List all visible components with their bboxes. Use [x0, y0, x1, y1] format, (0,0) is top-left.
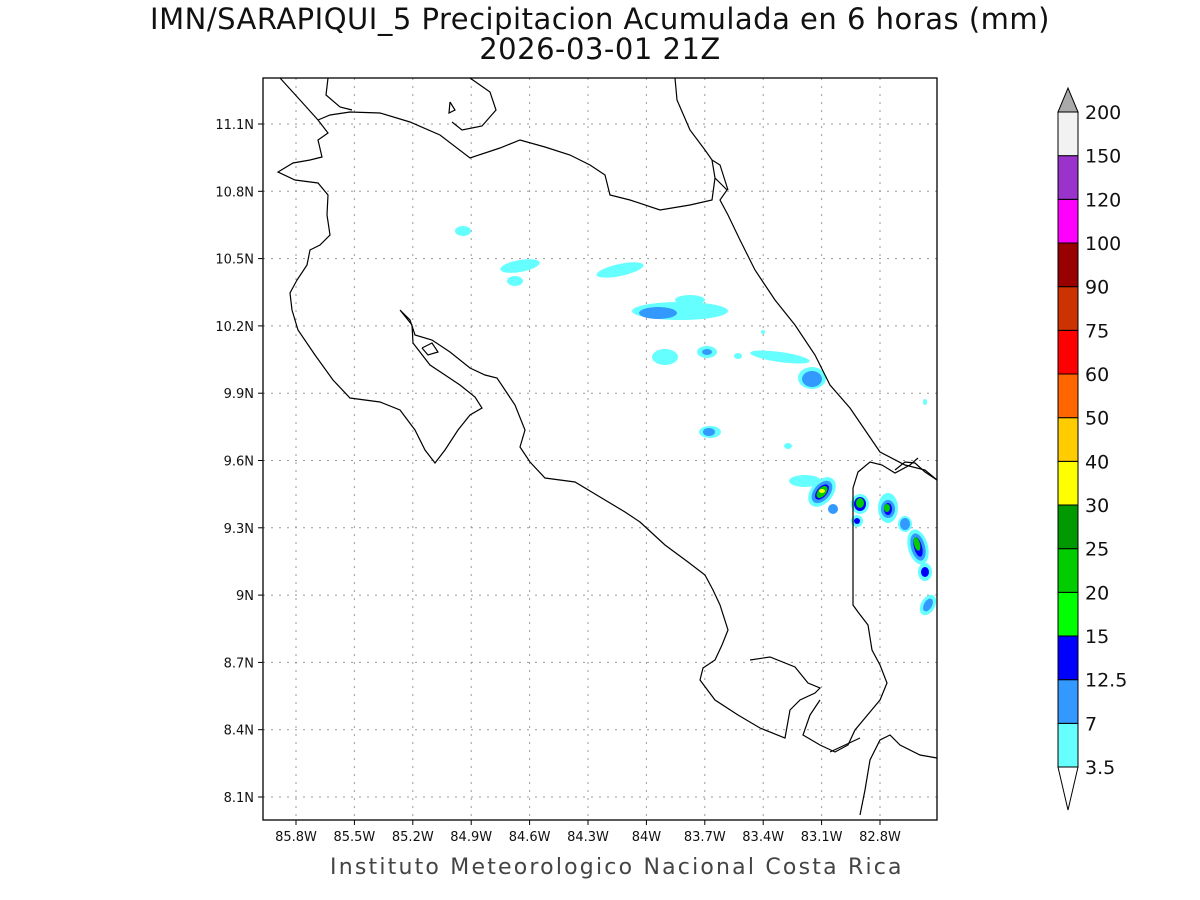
- colorbar-swatch: [1057, 155, 1079, 200]
- lat-tick-label: 8.4N: [224, 724, 254, 739]
- map-title: IMN/SARAPIQUI_5 Precipitacion Acumulada …: [150, 2, 1050, 36]
- colorbar-swatch: [1057, 111, 1079, 157]
- colorbar-swatch: [1057, 373, 1079, 419]
- colorbar-level-label: 30: [1085, 495, 1109, 517]
- colorbar-swatch: [1057, 679, 1079, 724]
- colorbar-level-label: 150: [1085, 146, 1121, 168]
- lon-tick-label: 85.5W: [333, 830, 375, 845]
- colorbar-level-label: 50: [1085, 408, 1109, 430]
- lon-tick-label: 84W: [632, 830, 662, 845]
- colorbar-swatch: [1057, 242, 1079, 288]
- lat-tick-label: 8.1N: [224, 791, 254, 806]
- colorbar-level-label: 75: [1085, 320, 1109, 342]
- colorbar-level-label: 20: [1085, 582, 1109, 604]
- colorbar-level-label: 15: [1085, 626, 1109, 648]
- colorbar-level-label: 200: [1085, 102, 1121, 124]
- colorbar-swatch: [1057, 460, 1079, 506]
- coastlines-and-borders: [276, 77, 938, 816]
- colorbar-level-label: 120: [1085, 189, 1121, 211]
- colorbar-swatch: [1057, 548, 1079, 593]
- colorbar-level-label: 40: [1085, 451, 1109, 473]
- colorbar-level-label: 60: [1085, 364, 1109, 386]
- colorbar-swatch: [1057, 591, 1079, 637]
- lat-tick-label: 9.6N: [224, 455, 254, 470]
- gridlines: [263, 78, 937, 820]
- color-legend: 3.5 7 12.5 15 20 25 30 40 50 60 75 90 100 120 150 200: [1057, 86, 1127, 811]
- axis-ticks: 85.8W 85.5W 85.2W 84.9W 84.6W 84.3W 84W 83.7W 83…: [215, 118, 901, 845]
- lon-tick-label: 84.6W: [509, 830, 551, 845]
- lon-tick-label: 82.8W: [859, 830, 901, 845]
- lat-tick-label: 11.1N: [215, 118, 254, 133]
- lon-tick-label: 83.4W: [742, 830, 784, 845]
- colorbar-level-label: 12.5: [1085, 670, 1127, 692]
- colorbar-level-label: 3.5: [1085, 757, 1115, 779]
- lon-tick-label: 85.8W: [275, 830, 317, 845]
- colorbar-swatch: [1057, 722, 1079, 768]
- colorbar-level-label: 7: [1085, 713, 1097, 735]
- map-valid-time: 2026-03-01 21Z: [479, 32, 721, 66]
- lon-tick-label: 83.7W: [684, 830, 726, 845]
- map-frame: [262, 77, 938, 821]
- colorbar-level-label: 100: [1085, 233, 1121, 255]
- colorbar-swatch: [1057, 417, 1079, 462]
- lat-tick-label: 10.8N: [215, 185, 254, 200]
- lon-tick-label: 83.1W: [801, 830, 843, 845]
- colorbar-level-label: 25: [1085, 539, 1109, 561]
- footer-credit: Instituto Meteorologico Nacional Costa R…: [330, 855, 904, 880]
- lat-tick-label: 9N: [236, 589, 254, 604]
- colorbar-swatch: [1057, 504, 1079, 550]
- colorbar-swatch: [1057, 286, 1079, 331]
- colorbar-swatch: [1057, 198, 1079, 244]
- lat-tick-label: 8.7N: [224, 656, 254, 671]
- colorbar-over-triangle: [1057, 86, 1079, 113]
- lat-tick-label: 9.9N: [224, 387, 254, 402]
- precipitation-cells: [455, 226, 937, 616]
- colorbar-under-triangle: [1057, 766, 1079, 811]
- lon-tick-label: 84.9W: [450, 830, 492, 845]
- colorbar-swatch: [1057, 635, 1079, 681]
- lat-tick-label: 9.3N: [224, 522, 254, 537]
- colorbar-swatch: [1057, 329, 1079, 375]
- lon-tick-label: 84.3W: [567, 830, 609, 845]
- lat-tick-label: 10.5N: [215, 253, 254, 268]
- lat-tick-label: 10.2N: [215, 320, 254, 335]
- lon-tick-label: 85.2W: [392, 830, 434, 845]
- colorbar-level-label: 90: [1085, 277, 1109, 299]
